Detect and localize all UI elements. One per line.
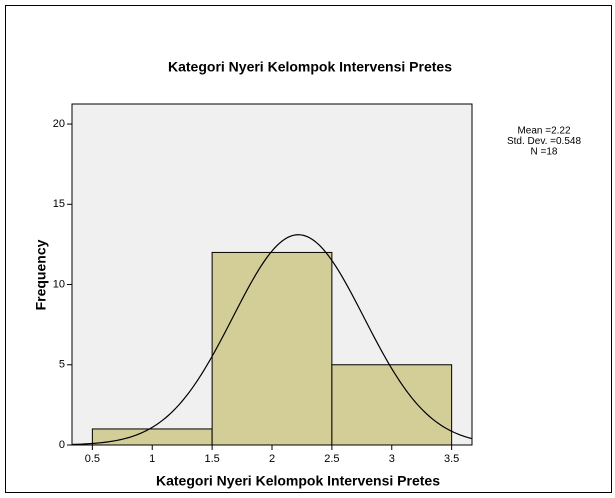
x-axis-title: Kategori Nyeri Kelompok Intervensi Prete… [156, 473, 440, 489]
y-tick-label: 15 [53, 198, 65, 210]
x-tick-label: 3.5 [444, 453, 459, 465]
bar [331, 364, 453, 446]
y-tick-label: 10 [53, 278, 65, 290]
bar [211, 251, 333, 446]
bar [91, 428, 213, 446]
y-tick-label: 5 [59, 359, 65, 371]
stat-label: Std. Dev. =0.548 [507, 136, 581, 147]
normal-curve [71, 234, 473, 446]
x-tick-label: 1.5 [204, 453, 219, 465]
x-tick-label: 1 [149, 453, 155, 465]
x-tick-label: 3 [389, 453, 395, 465]
y-axis-title: Frequency [33, 239, 49, 310]
chart-title: Kategori Nyeri Kelompok Intervensi Prete… [168, 59, 452, 75]
x-tick-label: 2.5 [324, 453, 339, 465]
x-tick-label: 0.5 [85, 453, 100, 465]
y-tick-label: 0 [59, 439, 65, 451]
stat-label: Mean =2.22 [517, 126, 571, 137]
y-tick-label: 20 [53, 118, 65, 130]
stat-label: N =18 [531, 147, 558, 158]
x-tick-label: 2 [269, 453, 275, 465]
